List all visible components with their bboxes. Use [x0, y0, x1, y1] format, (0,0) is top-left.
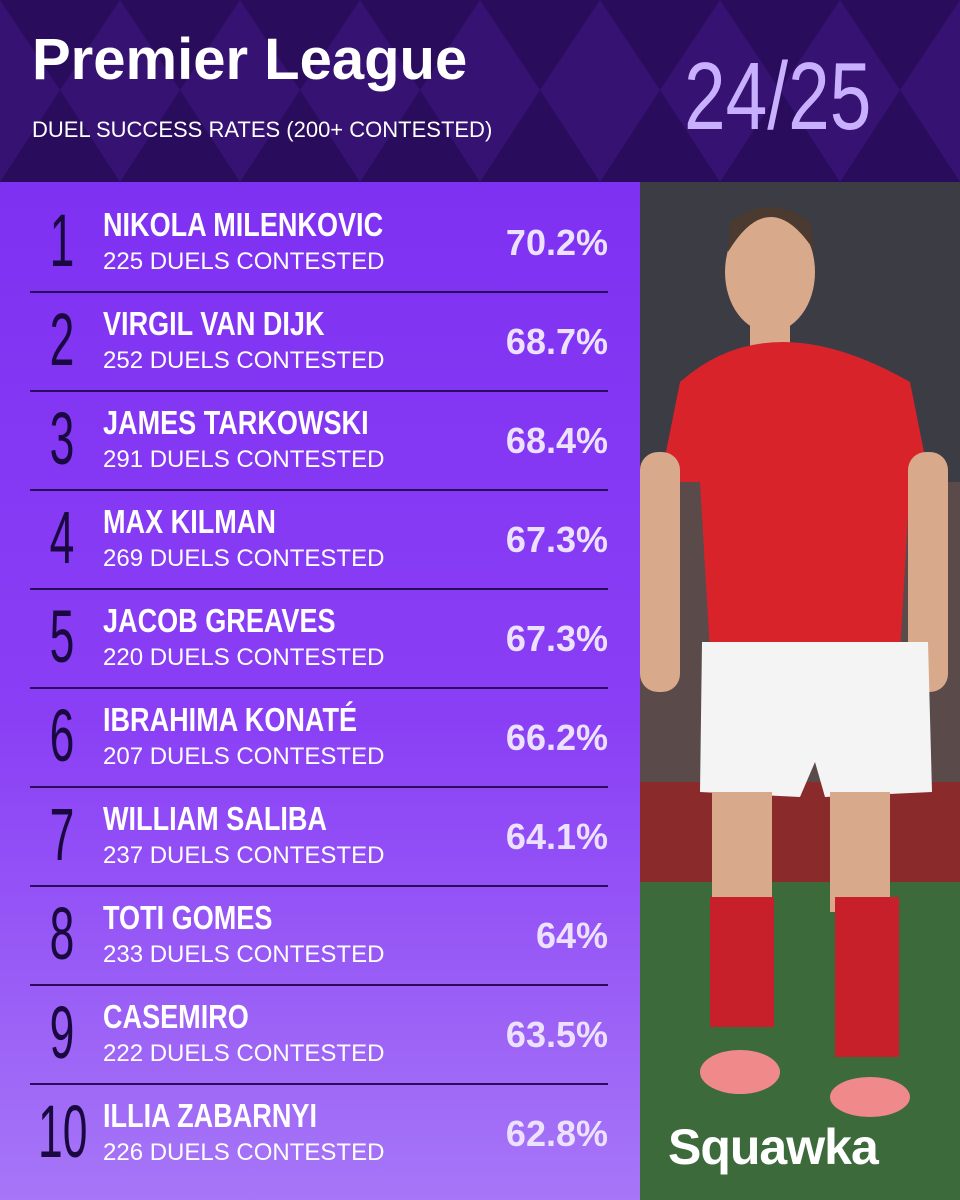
header-pattern: [0, 0, 960, 182]
rank: 6: [49, 694, 75, 777]
duels-contested: 237 DUELS CONTESTED: [103, 842, 385, 869]
rank: 9: [49, 991, 75, 1074]
player-name: JACOB GREAVES: [103, 602, 336, 639]
success-rate: 70.2%: [505, 222, 608, 263]
duels-contested: 220 DUELS CONTESTED: [103, 644, 385, 671]
player-name: NIKOLA MILENKOVIC: [103, 206, 384, 243]
rank: 1: [49, 199, 75, 282]
separator: [30, 1083, 608, 1085]
player-name: CASEMIRO: [103, 998, 249, 1035]
success-rate: 67.3%: [505, 519, 608, 560]
player-name: JAMES TARKOWSKI: [103, 404, 369, 441]
rank: 5: [49, 595, 75, 678]
success-rate: 67.3%: [505, 618, 608, 659]
rank: 2: [49, 298, 75, 381]
rank: 10: [38, 1090, 88, 1173]
rank: 7: [49, 793, 75, 876]
separator: [30, 588, 608, 590]
duels-contested: 233 DUELS CONTESTED: [103, 941, 385, 968]
separator: [30, 390, 608, 392]
success-rate: 68.4%: [505, 420, 608, 461]
title: Premier League: [32, 27, 468, 92]
duels-contested: 269 DUELS CONTESTED: [103, 545, 385, 572]
success-rate: 68.7%: [505, 321, 608, 362]
success-rate: 64.1%: [505, 816, 608, 857]
player-photo: [640, 182, 960, 1200]
header: Premier League DUEL SUCCESS RATES (200+ …: [0, 0, 960, 182]
player-name: IBRAHIMA KONATÉ: [103, 701, 358, 738]
player-name: WILLIAM SALIBA: [103, 800, 327, 837]
duels-contested: 252 DUELS CONTESTED: [103, 347, 385, 374]
separator: [30, 291, 608, 293]
separator: [30, 885, 608, 887]
duels-contested: 207 DUELS CONTESTED: [103, 743, 385, 770]
rank: 8: [49, 892, 75, 975]
player-name: VIRGIL VAN DIJK: [103, 305, 325, 342]
separator: [30, 489, 608, 491]
separator: [30, 687, 608, 689]
success-rate: 64%: [535, 915, 608, 956]
success-rate: 63.5%: [505, 1014, 608, 1055]
duels-contested: 226 DUELS CONTESTED: [103, 1139, 385, 1166]
season: 24/25: [684, 43, 872, 150]
duels-contested: 291 DUELS CONTESTED: [103, 446, 385, 473]
rank: 4: [49, 496, 75, 579]
separator: [30, 984, 608, 986]
player-name: TOTI GOMES: [103, 899, 273, 936]
brand-logo: Squawka: [668, 1119, 879, 1175]
success-rate: 62.8%: [505, 1113, 608, 1154]
duels-contested: 225 DUELS CONTESTED: [103, 248, 385, 275]
success-rate: 66.2%: [505, 717, 608, 758]
subtitle: DUEL SUCCESS RATES (200+ CONTESTED): [32, 117, 493, 142]
player-name: ILLIA ZABARNYI: [103, 1097, 317, 1134]
duels-contested: 222 DUELS CONTESTED: [103, 1040, 385, 1067]
rank: 3: [49, 397, 75, 480]
player-name: MAX KILMAN: [103, 503, 276, 540]
separator: [30, 786, 608, 788]
